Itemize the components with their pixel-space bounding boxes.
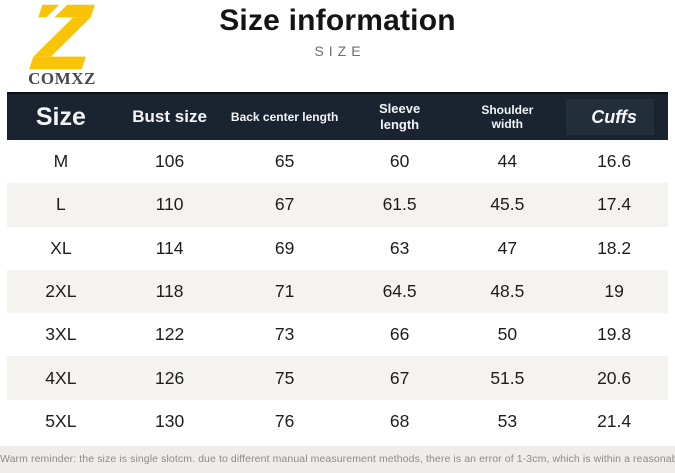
table-cell: 16.6 <box>597 151 632 172</box>
table-cell: 114 <box>155 237 184 258</box>
table-cell: L <box>7 183 115 227</box>
table-cell: 130 <box>154 410 185 431</box>
table-row-m: M 106 65 60 44 16.6 <box>7 140 668 183</box>
table-cell: 50 <box>497 324 518 345</box>
table-cell: 65 <box>274 151 295 172</box>
table-cell: 61.5 <box>344 183 455 227</box>
table-row-3xl: 3XL 122 73 66 50 19.8 <box>7 313 668 356</box>
table-cell: 19.8 <box>597 324 632 345</box>
table-cell: 69 <box>274 237 295 258</box>
table-cell: 64.5 <box>344 269 455 314</box>
table-cell: 67 <box>224 183 345 227</box>
table-cell: 118 <box>114 269 225 314</box>
table-cell: 51.5 <box>454 356 561 400</box>
table-cell: XL <box>50 237 72 258</box>
table-cell: 19 <box>560 269 668 314</box>
column-header-sleeve-length: Sleeve length <box>344 92 455 140</box>
column-header-back-center-length: Back center length <box>224 92 345 140</box>
table-cell: 66 <box>389 324 410 345</box>
table-cell: 47 <box>497 237 518 258</box>
table-row-xl: XL 114 69 63 47 18.2 <box>7 227 668 270</box>
table-cell: 75 <box>224 356 345 400</box>
table-cell: 4XL <box>7 356 115 400</box>
table-cell: 71 <box>224 269 345 314</box>
table-cell: 73 <box>274 324 295 345</box>
table-cell: 122 <box>154 324 185 345</box>
column-header-size: Size <box>7 92 115 140</box>
table-cell: 45.5 <box>454 183 561 227</box>
warm-reminder: Warm reminder: the size is single slotcm… <box>0 446 675 473</box>
table-header-row: Size Bust size Back center length Sleeve le… <box>7 92 668 140</box>
table-cell: 126 <box>114 356 225 400</box>
table-cell: 48.5 <box>454 269 561 314</box>
table-cell: 21.4 <box>597 410 632 431</box>
size-table: Size Bust size Back center length Sleeve le… <box>7 92 668 443</box>
brand-logo: COMXZ <box>14 2 110 89</box>
table-cell: 18.2 <box>597 237 632 258</box>
table-cell: 67 <box>344 356 455 400</box>
table-cell: 110 <box>114 183 225 227</box>
brand-name: COMXZ <box>28 69 96 88</box>
table-cell: 106 <box>154 151 185 172</box>
column-header-cuffs: Cuffs <box>560 92 668 140</box>
column-header-bust-size: Bust size <box>114 92 225 140</box>
table-cell: 68 <box>389 410 410 431</box>
table-cell: 60 <box>389 151 410 172</box>
table-cell: 2XL <box>7 269 115 314</box>
table-cell: 17.4 <box>560 183 668 227</box>
z-logo-icon <box>23 2 95 70</box>
table-cell: 3XL <box>45 324 77 345</box>
table-cell: 76 <box>274 410 295 431</box>
table-cell: 5XL <box>45 410 77 431</box>
table-cell: 44 <box>497 151 518 172</box>
table-cell: 20.6 <box>560 356 668 400</box>
table-row-2xl: 2XL 118 71 64.5 48.5 19 <box>7 269 668 314</box>
table-row-4xl: 4XL 126 75 67 51.5 20.6 <box>7 356 668 400</box>
table-cell: M <box>53 151 69 172</box>
table-cell: 53 <box>497 410 518 431</box>
table-row-5xl: 5XL 130 76 68 53 21.4 <box>7 400 668 443</box>
table-row-l: L 110 67 61.5 45.5 17.4 <box>7 183 668 227</box>
table-cell: 63 <box>389 237 410 258</box>
column-header-shoulder-width: Shoulder width <box>454 92 561 140</box>
